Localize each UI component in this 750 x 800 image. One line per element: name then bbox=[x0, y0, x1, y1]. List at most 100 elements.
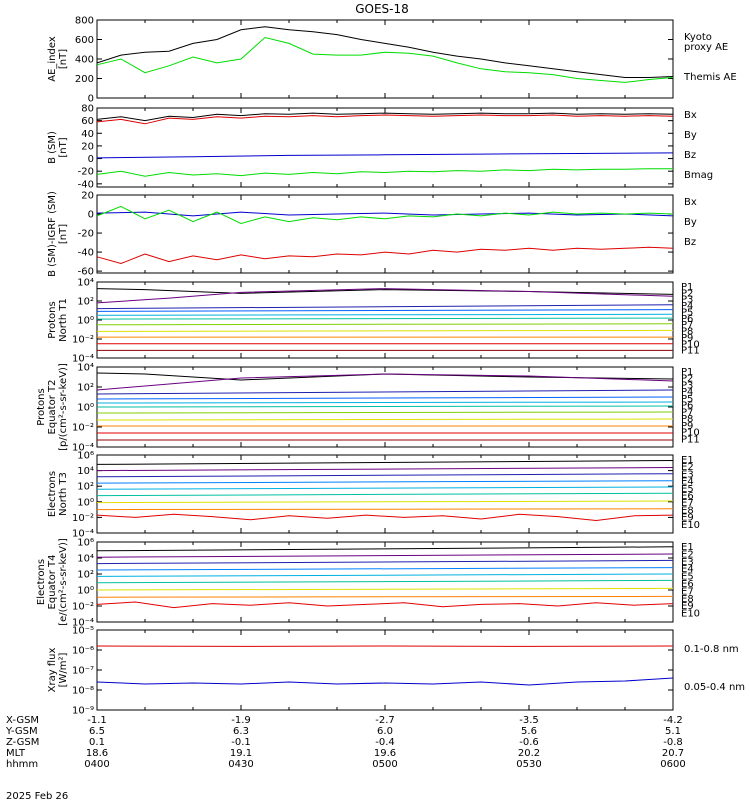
legend-entry: E1 bbox=[681, 455, 694, 466]
y-axis-label: [nT] bbox=[58, 49, 69, 69]
legend-entry: E5 bbox=[681, 484, 694, 495]
series-line-pnorth-4 bbox=[96, 313, 674, 316]
x-row-value: 0.1 bbox=[89, 737, 105, 748]
series-line-enorth-6 bbox=[96, 500, 674, 504]
panel-eeq: 10⁶ 10⁴ 10² 10⁰ 10⁻² 10⁻⁴ Electrons Equator T4[… bbox=[36, 538, 700, 629]
series-line-enorth-5 bbox=[96, 492, 674, 497]
date-label: 2025 Feb 26 bbox=[6, 791, 68, 800]
x-row-label: X-GSM bbox=[6, 715, 39, 726]
y-axis-label: Equator T2 bbox=[47, 380, 58, 435]
y-tick-label: 10⁰ bbox=[77, 497, 94, 508]
series-line-bsm-0 bbox=[96, 112, 674, 122]
legend-entry: P10 bbox=[681, 339, 700, 350]
legend-entry: Bx bbox=[684, 110, 697, 121]
legend-entry: E1 bbox=[681, 542, 694, 553]
y-tick-label: -20 bbox=[78, 167, 94, 178]
x-axis-table: X-GSM -1.1 -1.9 -2.7 -3.5 -4.2 Y-GSM 6.5 6.3 6.0 5… bbox=[5, 715, 686, 770]
y-tick-label: 10⁴ bbox=[77, 466, 94, 477]
panel-frame bbox=[96, 629, 674, 711]
legend-entry: proxy AE bbox=[684, 42, 728, 53]
legend-entry: Kyoto bbox=[684, 32, 712, 43]
legend-entry: By bbox=[684, 130, 697, 141]
y-tick-label: 10⁻² bbox=[72, 335, 94, 346]
y-tick-label: 10⁻⁶ bbox=[72, 646, 94, 657]
y-tick-label: -40 bbox=[78, 179, 94, 190]
series-line-bigrf-0 bbox=[96, 211, 674, 217]
legend-entry: E2 bbox=[681, 549, 694, 560]
y-tick-label: 10⁻⁹ bbox=[72, 706, 94, 717]
y-tick-label: 10⁻⁴ bbox=[72, 618, 94, 629]
legend-entry: P8 bbox=[681, 414, 693, 425]
series-line-eeq-3 bbox=[96, 567, 674, 571]
series-line-eeq-5 bbox=[96, 579, 674, 584]
series-line-pnorth-7 bbox=[96, 329, 674, 332]
y-axis-label: Equator T4 bbox=[47, 555, 58, 610]
panel-frame bbox=[96, 107, 674, 188]
y-tick-label: 0 bbox=[88, 154, 94, 165]
legend-entry: E4 bbox=[681, 477, 694, 488]
legend-entry: E10 bbox=[681, 520, 700, 531]
x-row-value: 6.3 bbox=[233, 726, 249, 737]
legend-entry: E10 bbox=[681, 609, 700, 620]
legend-entry: P4 bbox=[681, 387, 693, 398]
legend-entry: P6 bbox=[681, 401, 693, 412]
series-line-ae-1 bbox=[96, 36, 674, 83]
x-row-value: 6.0 bbox=[377, 726, 393, 737]
x-row-value: -0.6 bbox=[519, 737, 539, 748]
legend-entry: P6 bbox=[681, 314, 693, 325]
y-tick-label: -20 bbox=[78, 229, 94, 240]
y-axis-label: [nT] bbox=[58, 137, 69, 157]
legend-entry: E5 bbox=[681, 572, 694, 583]
series-line-enorth-3 bbox=[96, 480, 674, 484]
y-tick-label: -40 bbox=[78, 248, 94, 259]
y-tick-label: 10² bbox=[77, 383, 94, 394]
y-tick-label: 10⁴ bbox=[77, 363, 94, 374]
legend-entry: E3 bbox=[681, 557, 694, 568]
y-tick-label: 10⁻⁷ bbox=[72, 666, 94, 677]
legend-entry: E7 bbox=[681, 498, 694, 509]
y-tick-label: 20 bbox=[81, 191, 94, 202]
legend-entry: Bz bbox=[684, 150, 696, 161]
y-tick-label: 10⁰ bbox=[77, 586, 94, 597]
y-tick-label: 10⁴ bbox=[77, 554, 94, 565]
y-tick-label: 40 bbox=[81, 129, 94, 140]
legend-entry: E7 bbox=[681, 586, 694, 597]
legend-entry: Bx bbox=[684, 197, 697, 208]
y-tick-label: 10⁻² bbox=[72, 602, 94, 613]
series-line-bsm-2 bbox=[96, 152, 674, 159]
legend-entry: P8 bbox=[681, 327, 693, 338]
y-axis-label: B (SM) bbox=[47, 131, 58, 164]
x-row-value: -4.2 bbox=[663, 715, 683, 726]
legend-entry: P10 bbox=[681, 428, 700, 439]
legend-entry: E9 bbox=[681, 513, 694, 524]
series-line-pnorth-6 bbox=[96, 323, 674, 326]
legend-entry: 0.1-0.8 nm bbox=[684, 644, 739, 655]
series-line-xray-1 bbox=[96, 677, 674, 686]
series-line-peq-6 bbox=[96, 411, 674, 414]
x-row-value: -0.4 bbox=[375, 737, 395, 748]
legend-entry: E8 bbox=[681, 594, 694, 605]
legend-entry: P2 bbox=[681, 374, 693, 385]
y-tick-label: 10⁶ bbox=[77, 538, 94, 549]
series-line-peq-3 bbox=[96, 396, 674, 400]
series-line-enorth-2 bbox=[96, 473, 674, 478]
series-line-enorth-1 bbox=[96, 467, 674, 472]
y-axis-label: B (SM)-IGRF (SM) bbox=[47, 191, 58, 277]
panel-pnorth: 10⁴ 10² 10⁰ 10⁻² 10⁻⁴ Protons North T1 P1P2P3P4… bbox=[47, 278, 700, 365]
legend-entry: E8 bbox=[681, 505, 694, 516]
y-tick-label: 10⁻⁴ bbox=[72, 354, 94, 365]
series-line-enorth-0 bbox=[96, 460, 674, 465]
legend-entry: P11 bbox=[681, 434, 700, 445]
series-line-peq-4 bbox=[96, 401, 674, 404]
x-row-label: Z-GSM bbox=[6, 737, 39, 748]
y-axis-label: Xray flux bbox=[47, 648, 58, 693]
y-tick-label: 10² bbox=[77, 297, 94, 308]
y-axis-label: North T1 bbox=[58, 298, 69, 342]
y-tick-label: 10⁻⁵ bbox=[72, 626, 94, 637]
legend-entry: E6 bbox=[681, 579, 694, 590]
y-axis-label: AE_index bbox=[47, 36, 58, 82]
series-line-bsm-3 bbox=[96, 168, 673, 177]
